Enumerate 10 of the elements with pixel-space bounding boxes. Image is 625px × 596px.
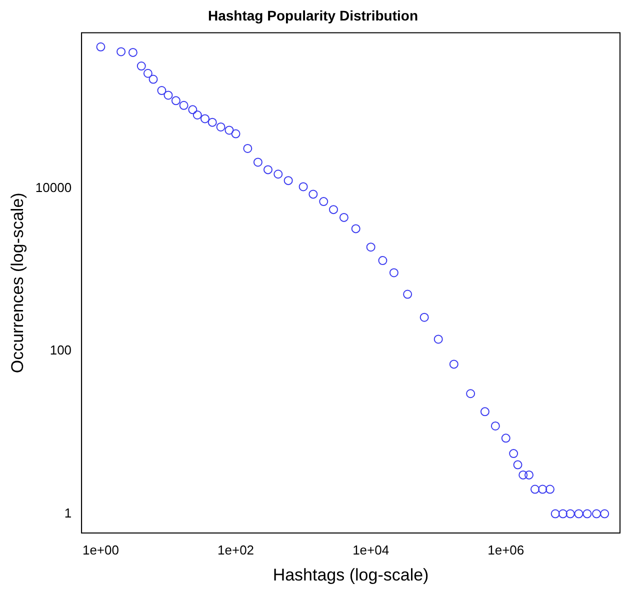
y-tick-label: 10000 xyxy=(35,180,72,196)
x-axis-title: Hashtags (log-scale) xyxy=(272,565,429,584)
x-tick-label: 1e+06 xyxy=(488,542,524,558)
chart-title: Hashtag Popularity Distribution xyxy=(208,7,418,24)
y-tick-label: 100 xyxy=(50,342,72,358)
x-tick-label: 1e+04 xyxy=(352,542,390,558)
x-tick-label: 1e+00 xyxy=(82,542,119,558)
x-tick-label: 1e+02 xyxy=(218,542,254,558)
y-axis-title: Occurrences (log-scale) xyxy=(8,192,27,374)
y-tick-label: 1 xyxy=(64,505,72,520)
